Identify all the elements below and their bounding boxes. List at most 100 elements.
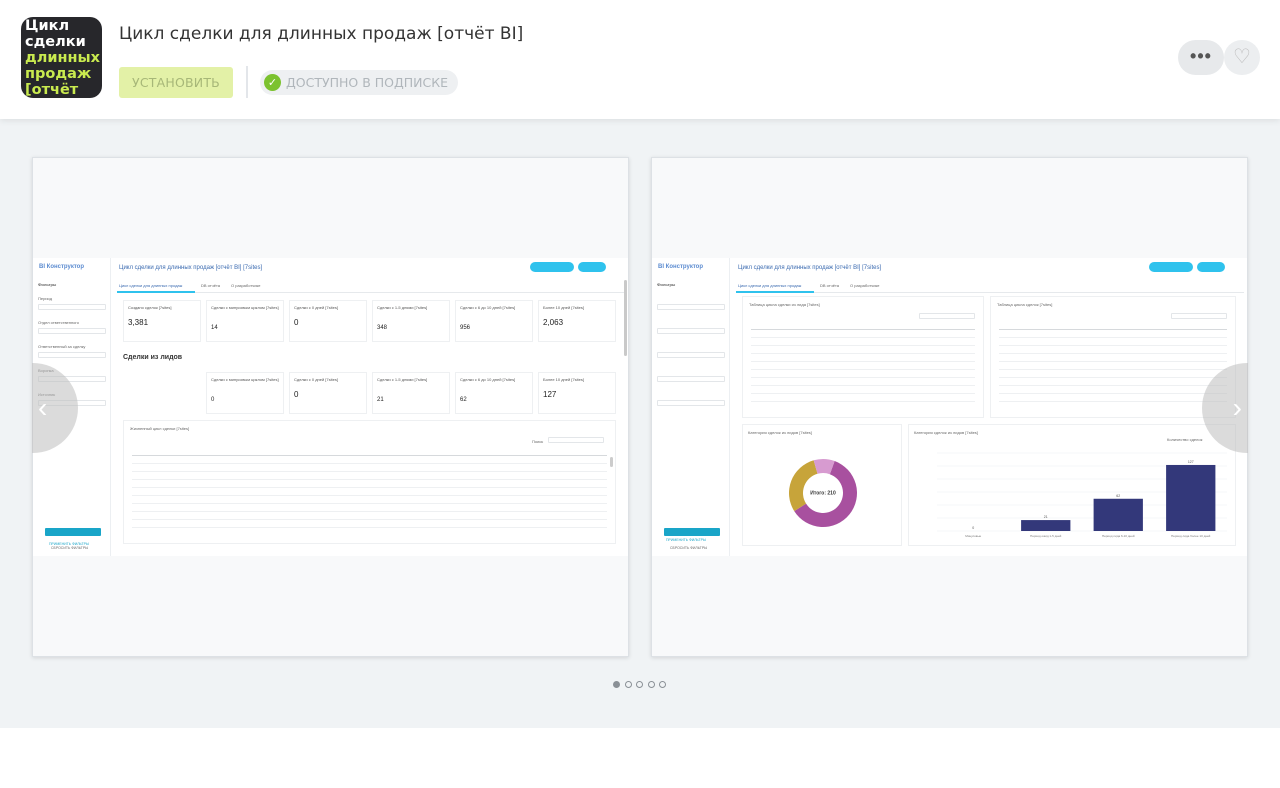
tab-label: О разработчике	[850, 283, 880, 288]
tab-label: DB отчёта	[820, 283, 839, 288]
kpi-card: Сделки с 0 дней [7sites] 0	[289, 300, 367, 342]
gallery-slide[interactable]: BI Конструктор Фильтры ПРИМЕНИТЬ ФИЛЬТРЫ…	[651, 157, 1248, 657]
table-row	[999, 377, 1227, 378]
app-icon-line: [отчёт BI]	[25, 82, 79, 98]
table-row	[751, 401, 975, 402]
table-row	[999, 401, 1227, 402]
gallery-slide[interactable]: BI Конструктор Фильтры Период Отдел отве…	[32, 157, 629, 657]
edit-pill	[578, 262, 606, 272]
table-row	[999, 393, 1227, 394]
table-row	[751, 393, 975, 394]
bar-value-label: 127	[1188, 460, 1194, 464]
table-search-input	[548, 437, 604, 443]
table-row	[999, 329, 1227, 330]
carousel-dot[interactable]	[659, 681, 666, 688]
carousel-dot[interactable]	[613, 681, 620, 688]
table-row	[751, 385, 975, 386]
filters-heading: Фильтры	[38, 282, 57, 287]
page-scrollbar	[624, 280, 627, 356]
filter-field	[657, 304, 725, 310]
reset-filters-label: СБРОСИТЬ ФИЛЬТРЫ	[670, 546, 708, 550]
bar-chart-card: Категория сделок из лидов [7sites] Колич…	[908, 424, 1236, 546]
active-tab-indicator	[736, 291, 814, 293]
subscription-label: ДОСТУПНО В ПОДПИСКЕ	[286, 75, 448, 90]
filter-field	[657, 400, 725, 406]
chart-title: Категория сделок из лидов [7sites]	[914, 430, 978, 435]
kpi-card: Более 10 дней [7sites] 127	[538, 372, 616, 414]
apply-filters-button	[45, 528, 101, 536]
bar	[1093, 498, 1143, 531]
donut-center-label: Итого: 210	[810, 491, 836, 497]
kpi-card: Более 10 дней [7sites] 2,063	[538, 300, 616, 342]
carousel-dot[interactable]	[636, 681, 643, 688]
table-row	[751, 353, 975, 354]
table-scrollbar	[610, 457, 613, 467]
donut-chart-card: Категория сделок из лидов [7sites] Итого…	[742, 424, 902, 546]
table-title: Жизненный цикл сделки [7sites]	[130, 426, 190, 431]
table-title: Таблица цикла сделок [7sites]	[997, 302, 1053, 307]
lifecycle-table: Жизненный цикл сделки [7sites] Поиск	[123, 420, 616, 544]
edit-pill	[1197, 262, 1225, 272]
install-button[interactable]: УСТАНОВИТЬ	[119, 67, 233, 98]
table-row	[999, 361, 1227, 362]
reset-filters-label: СБРОСИТЬ ФИЛЬТРЫ	[51, 546, 89, 550]
kpi-card: Сделки с 0 дней [7sites] 0	[289, 372, 367, 414]
more-button[interactable]: •••	[1178, 40, 1224, 75]
active-tab-indicator	[117, 291, 195, 293]
donut-chart: Итого: 210	[789, 459, 857, 527]
kpi-card: Создано сделок [7sites] 3,381	[123, 300, 201, 342]
table-row	[751, 329, 975, 330]
filter-field	[38, 328, 106, 334]
bi-logo: BI Конструктор	[39, 264, 85, 270]
filters-heading: Фильтры	[657, 282, 676, 287]
bi-logo: BI Конструктор	[658, 264, 704, 270]
table-row	[132, 527, 607, 528]
table-row	[132, 471, 607, 472]
bar-value-label: 62	[1116, 494, 1120, 498]
table-search-input	[1171, 313, 1227, 319]
table-row	[999, 337, 1227, 338]
kpi-card: Сделки с минусовым циклом [7sites] 14	[206, 300, 284, 342]
filter-sidebar: BI Конструктор Фильтры ПРИМЕНИТЬ ФИЛЬТРЫ…	[652, 258, 730, 556]
dashboard-screenshot: BI Конструктор Фильтры ПРИМЕНИТЬ ФИЛЬТРЫ…	[652, 258, 1247, 556]
carousel-dot[interactable]	[624, 681, 632, 688]
share-pill	[530, 262, 574, 272]
filter-field	[657, 328, 725, 334]
table-row	[751, 369, 975, 370]
divider	[246, 66, 248, 98]
bar	[1021, 520, 1071, 531]
carousel-dot[interactable]	[647, 681, 655, 688]
kpi-card: Сделки с 6 до 10 дней [7sites] 956	[455, 300, 533, 342]
app-icon-line: продаж	[25, 66, 92, 82]
category-label: Период лида 6-10 дней	[1102, 534, 1135, 538]
deal-cycle-table: Таблица цикла сделок [7sites]	[990, 296, 1236, 418]
filter-field	[38, 352, 106, 358]
donut-slice	[813, 459, 835, 475]
filter-label: Ответственный за сделку	[38, 344, 86, 349]
table-row	[132, 463, 607, 464]
table-row	[132, 495, 607, 496]
apply-filters-button	[664, 528, 720, 536]
check-icon: ✓	[264, 74, 281, 91]
kpi-card: Сделки с 6 до 10 дней [7sites] 62	[455, 372, 533, 414]
table-search-input	[919, 313, 975, 319]
table-row	[132, 479, 607, 480]
chart-legend: Количество сделок	[1167, 437, 1203, 442]
table-row	[751, 345, 975, 346]
filter-sidebar: BI Конструктор Фильтры Период Отдел отве…	[33, 258, 111, 556]
bar-chart: 0 Минусовые 21 Период ожид 1-5 дней 62 Период…	[937, 452, 1227, 538]
search-label: Поиск	[532, 439, 544, 444]
apply-filters-label: ПРИМЕНИТЬ ФИЛЬТРЫ	[666, 538, 707, 542]
tab-label: Цикл сделки для длинных продаж	[119, 283, 183, 288]
favorite-heart-icon[interactable]: ♡	[1224, 40, 1260, 75]
table-row	[999, 353, 1227, 354]
dashboard-title: Цикл сделки для длинных продаж [отчёт BI…	[738, 265, 882, 271]
section-title: Сделки из лидов	[123, 354, 183, 361]
table-row	[751, 377, 975, 378]
bar-value-label: 21	[1044, 515, 1048, 519]
donut-slice	[789, 460, 818, 512]
table-row	[751, 361, 975, 362]
table-row	[132, 455, 607, 456]
category-label: Период ожид 1-5 дней	[1030, 534, 1062, 538]
screenshot-gallery: BI Конструктор Фильтры Период Отдел отве…	[0, 119, 1280, 728]
